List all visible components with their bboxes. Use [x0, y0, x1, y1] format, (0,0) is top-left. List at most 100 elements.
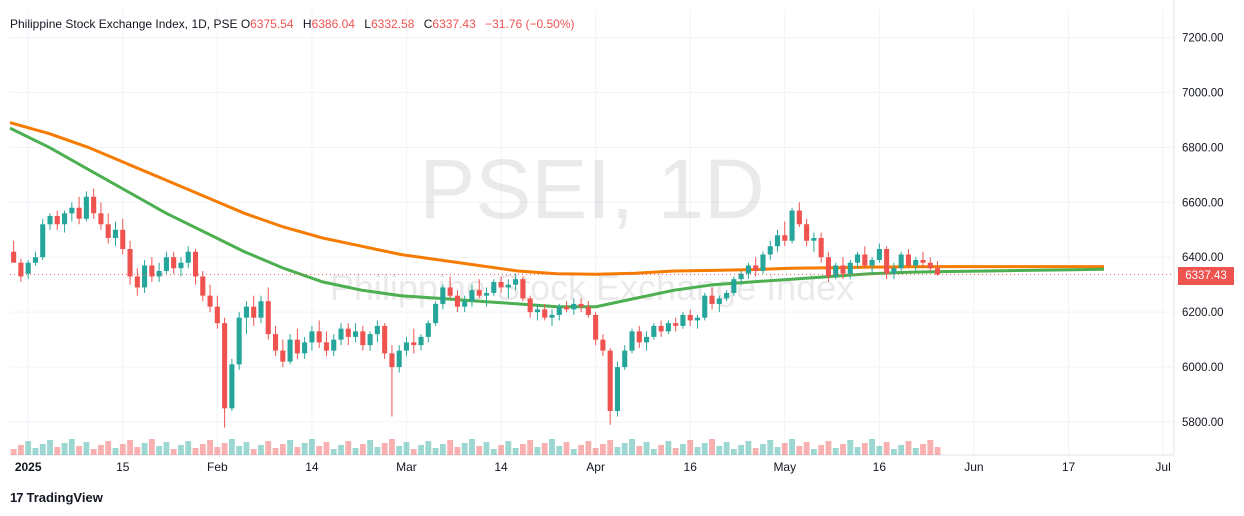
volume-bar — [381, 443, 388, 455]
candle-body — [425, 323, 431, 337]
volume-bar — [32, 448, 39, 455]
volume-bar — [301, 443, 308, 455]
candle-body — [265, 301, 271, 335]
volume-bar — [163, 442, 170, 455]
moving-average-line — [9, 121, 1104, 276]
volume-bar — [570, 449, 577, 455]
candle-body — [105, 224, 111, 238]
volume-bar — [374, 447, 381, 455]
candle-body — [476, 290, 482, 296]
volume-bar — [439, 444, 446, 455]
volume-bar — [454, 447, 461, 455]
volume-bar — [825, 441, 832, 455]
volume-bar — [563, 442, 570, 455]
candle-body — [360, 331, 366, 346]
volume-bar — [789, 439, 795, 455]
candle-body — [738, 273, 744, 280]
volume-bar — [774, 447, 781, 455]
volume-bar — [236, 446, 243, 455]
tradingview-brand[interactable]: 17 TradingView — [10, 490, 103, 505]
candle-body — [433, 303, 439, 324]
volume-bar — [680, 444, 686, 455]
volume-bar — [316, 446, 323, 455]
candle-body — [804, 224, 810, 241]
volume-bar — [505, 441, 512, 455]
volume-bar — [323, 442, 330, 455]
candle-body — [825, 257, 831, 277]
low-value: 6332.58 — [370, 17, 415, 31]
candle-body — [876, 248, 882, 260]
volume-bar — [665, 441, 672, 455]
candle-body — [782, 235, 788, 241]
candle-body — [112, 229, 119, 238]
change-value: −31.76 (−0.50%) — [485, 17, 575, 31]
volume-bar — [10, 449, 17, 455]
candle-body — [520, 279, 526, 299]
candle-body — [236, 317, 242, 365]
volume-bar — [352, 448, 359, 455]
candle-body — [483, 292, 490, 296]
candle-body — [927, 262, 933, 269]
candle-body — [62, 213, 68, 225]
candle-body — [571, 303, 577, 310]
candle-body — [353, 331, 359, 337]
x-tick-label: 2025 — [15, 460, 42, 474]
candle-body — [498, 281, 504, 288]
volume-bar — [90, 449, 97, 455]
candle-body — [491, 281, 497, 293]
candle-body — [454, 295, 460, 307]
candle-body — [527, 298, 533, 313]
volume-bar — [410, 449, 417, 455]
volume-bar — [389, 439, 395, 455]
volume-bar — [738, 445, 745, 455]
volume-bar — [818, 445, 825, 455]
volume-bar — [178, 445, 184, 455]
volume-bar — [367, 440, 374, 455]
volume-bar — [279, 444, 286, 455]
candle-body — [200, 276, 206, 296]
candle-body — [680, 314, 686, 326]
volume-bar — [221, 443, 228, 455]
candle-body — [367, 334, 373, 346]
candle-body — [418, 336, 424, 346]
candle-body — [98, 213, 104, 225]
candle-body — [338, 328, 344, 340]
volume-bar — [920, 444, 926, 455]
candle-body — [898, 254, 904, 269]
volume-bar — [934, 447, 941, 455]
volume-bar — [607, 440, 614, 455]
candle-body — [607, 350, 613, 412]
candle-body — [767, 246, 773, 255]
volume-bar — [760, 444, 766, 455]
volume-bar — [76, 446, 83, 455]
candle-body — [294, 339, 300, 354]
volume-bar — [469, 439, 475, 455]
volume-bar — [250, 449, 257, 455]
y-tick-label: 6000.00 — [1182, 362, 1224, 374]
candle-body — [32, 257, 39, 263]
candle-body — [258, 301, 264, 318]
volume-bar — [701, 443, 708, 455]
candle-body — [854, 254, 861, 263]
candle-body — [142, 265, 148, 288]
candle-body — [447, 287, 453, 296]
close-label: C — [423, 17, 433, 31]
volume-bar — [600, 444, 606, 455]
volume-bar — [127, 440, 133, 455]
volume-bar — [672, 448, 679, 455]
volume-bar — [730, 449, 737, 455]
volume-bar — [709, 439, 715, 455]
candle-body — [753, 265, 759, 271]
volume-bar — [156, 446, 163, 455]
volume-bar — [876, 446, 883, 455]
volume-bar — [687, 440, 694, 455]
candle-body — [724, 292, 730, 299]
volume-bar — [636, 446, 643, 455]
volume-bar — [498, 445, 504, 455]
y-tick-label: 6200.00 — [1182, 307, 1224, 319]
volume-bar — [745, 441, 752, 455]
candle-body — [687, 314, 693, 321]
candle-body — [862, 254, 868, 266]
volume-bar — [716, 446, 723, 455]
volume-bar — [621, 443, 628, 455]
